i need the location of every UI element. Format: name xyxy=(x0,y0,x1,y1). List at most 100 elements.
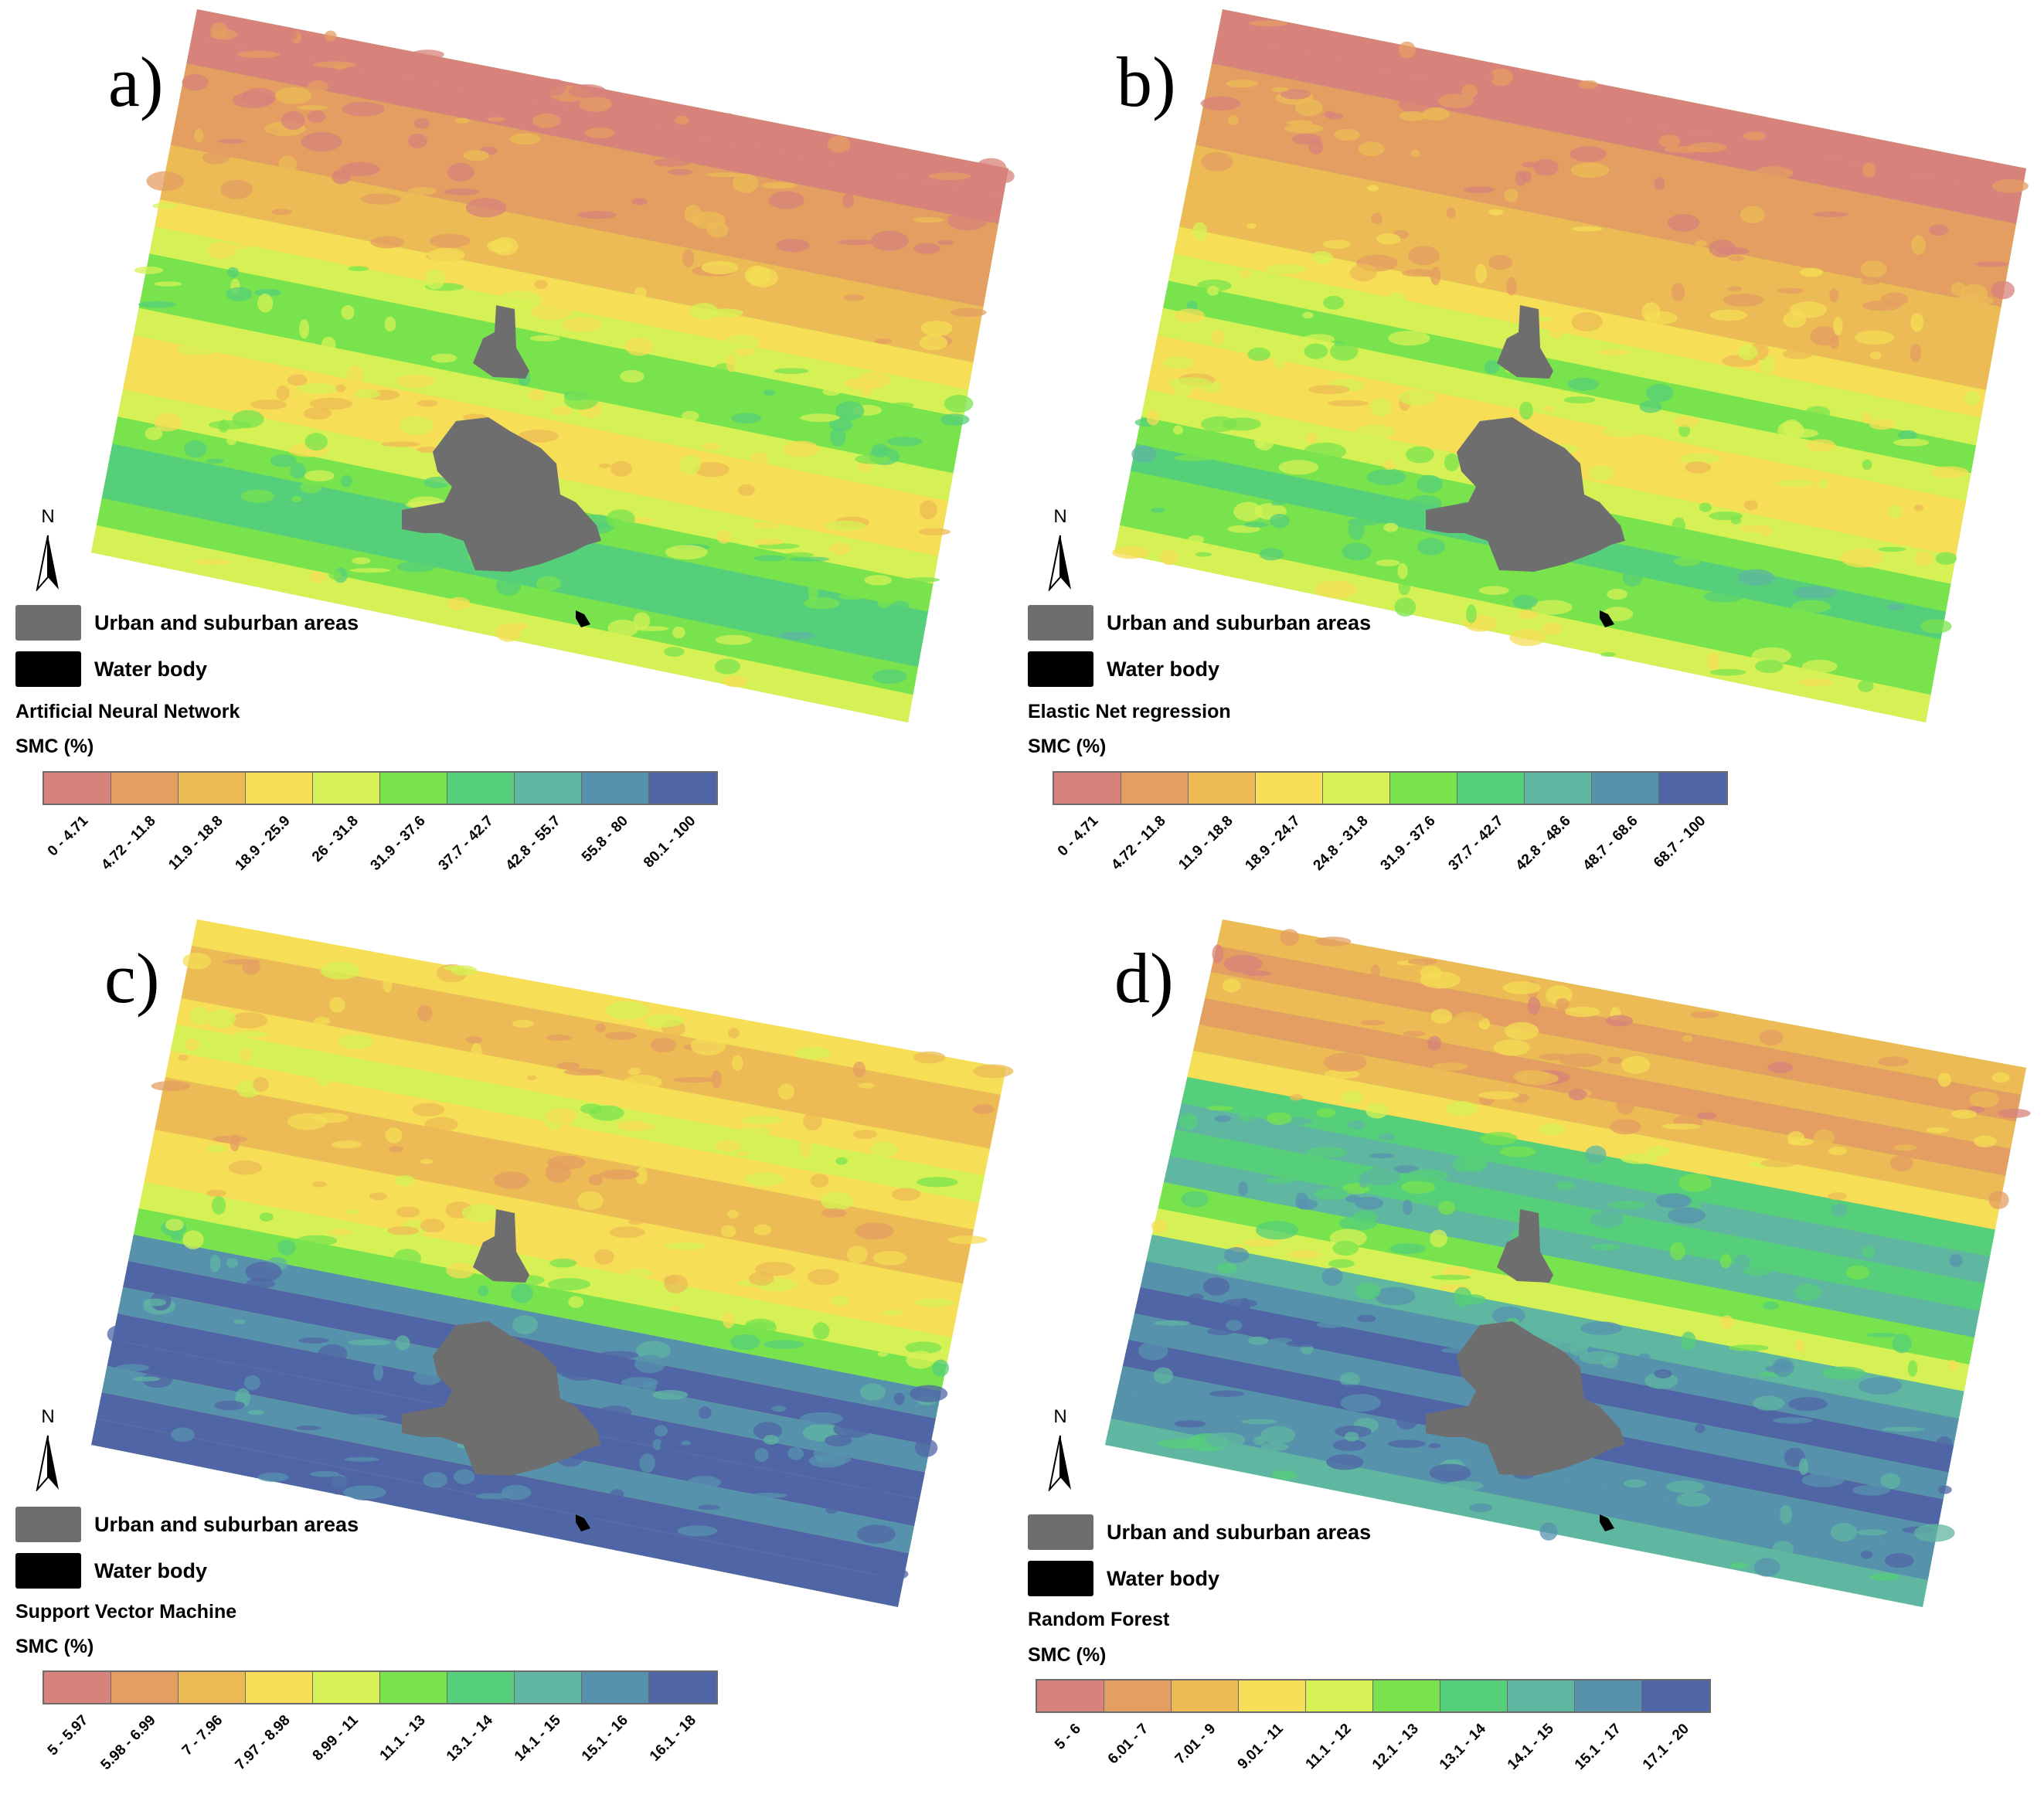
texture-patch xyxy=(1703,590,1744,603)
texture-patch xyxy=(1305,1147,1348,1158)
texture-patch xyxy=(465,1036,483,1044)
texture-patch xyxy=(1175,308,1206,323)
color-ramp xyxy=(43,771,718,805)
texture-patch xyxy=(546,1034,572,1042)
texture-patch xyxy=(693,462,730,477)
texture-patch xyxy=(872,669,907,684)
texture-patch xyxy=(633,612,651,630)
texture-patch xyxy=(348,1339,391,1346)
class-label: 6.01 - 7 xyxy=(1104,1721,1152,1768)
texture-patch xyxy=(672,626,685,639)
texture-patch xyxy=(905,1341,942,1354)
class-label: 26 - 31.8 xyxy=(308,813,362,865)
texture-patch xyxy=(1740,525,1773,533)
texture-patch xyxy=(1504,189,1519,202)
texture-patch xyxy=(599,1169,640,1180)
texture-patch xyxy=(301,132,342,152)
texture-patch xyxy=(1174,1420,1206,1428)
smc-band xyxy=(144,1156,957,1337)
texture-patch xyxy=(1565,1006,1600,1018)
texture-patch xyxy=(1488,209,1504,216)
texture-patch xyxy=(937,240,954,245)
texture-patch xyxy=(1937,1072,1951,1087)
class-label: 14.1 - 15 xyxy=(511,1712,564,1765)
texture-patch xyxy=(328,1229,354,1235)
texture-patch xyxy=(1509,629,1546,647)
texture-patch xyxy=(1376,559,1400,566)
texture-patch xyxy=(664,1275,678,1285)
texture-patch xyxy=(1311,251,1333,264)
texture-patch xyxy=(883,1310,903,1316)
texture-patch xyxy=(423,1472,448,1488)
texture-patch xyxy=(1607,1056,1622,1064)
north-label: N xyxy=(1053,506,1067,527)
texture-patch xyxy=(1678,1174,1712,1192)
north-arrow: N xyxy=(1037,1406,1083,1493)
texture-patch xyxy=(1645,383,1674,403)
texture-patch xyxy=(1430,1008,1453,1024)
texture-patch xyxy=(408,187,437,195)
texture-patch xyxy=(659,1438,677,1456)
texture-patch xyxy=(1326,1454,1364,1470)
texture-patch xyxy=(1260,1443,1289,1451)
texture-patch xyxy=(333,63,347,70)
texture-patch xyxy=(829,417,853,432)
texture-patch xyxy=(913,1051,946,1064)
texture-patch xyxy=(1801,1473,1845,1487)
texture-patch xyxy=(226,1258,238,1268)
texture-patch xyxy=(1675,1454,1687,1466)
texture-patch xyxy=(1935,552,1957,566)
smc-band xyxy=(1193,1025,2006,1203)
ramp-cell xyxy=(179,773,246,804)
texture-patch xyxy=(1243,522,1269,528)
texture-patch xyxy=(852,1061,866,1078)
texture-patch xyxy=(1831,1523,1857,1542)
ramp-cell xyxy=(1575,1681,1642,1711)
class-label: 42.8 - 55.7 xyxy=(502,813,564,875)
texture-patch xyxy=(1772,1541,1794,1558)
texture-patch xyxy=(627,1067,641,1076)
texture-patch xyxy=(1202,1277,1230,1296)
texture-patch xyxy=(145,427,163,440)
texture-patch xyxy=(399,416,434,436)
smc-band xyxy=(149,226,969,418)
texture-patch xyxy=(1858,680,1874,692)
class-label: 7.97 - 8.98 xyxy=(233,1712,294,1774)
texture-patch xyxy=(549,1258,577,1268)
texture-patch xyxy=(635,1167,648,1184)
ramp-cell xyxy=(111,773,179,804)
texture-patch xyxy=(606,509,635,528)
texture-patch xyxy=(396,374,436,388)
texture-patch xyxy=(1430,1229,1447,1248)
texture-patch xyxy=(736,1151,750,1157)
texture-patch xyxy=(1681,1331,1696,1350)
texture-patch xyxy=(1603,426,1642,437)
texture-patch xyxy=(1646,1146,1671,1157)
smc-band xyxy=(165,144,984,335)
texture-patch xyxy=(1671,283,1685,302)
texture-patch xyxy=(914,1438,938,1457)
texture-patch xyxy=(855,1222,894,1240)
texture-patch xyxy=(1644,311,1678,325)
texture-patch xyxy=(355,389,381,399)
north-label: N xyxy=(41,1406,55,1427)
texture-patch xyxy=(1270,87,1289,93)
texture-patch xyxy=(870,1141,897,1157)
texture-patch xyxy=(966,163,994,172)
texture-patch xyxy=(1935,1436,1954,1456)
texture-patch xyxy=(1539,1123,1565,1136)
smc-band xyxy=(1146,1235,1964,1419)
texture-patch xyxy=(1729,1562,1749,1568)
texture-patch xyxy=(1401,269,1437,277)
texture-patch xyxy=(1264,264,1308,274)
texture-patch xyxy=(1760,355,1775,375)
water-body xyxy=(576,1514,590,1531)
texture-patch xyxy=(427,247,465,263)
texture-patch xyxy=(1795,1339,1805,1353)
class-label: 55.8 - 80 xyxy=(579,813,632,865)
texture-patch xyxy=(349,568,391,573)
texture-patch xyxy=(346,1413,388,1419)
class-label: 11.1 - 13 xyxy=(376,1712,429,1765)
texture-patch xyxy=(321,336,336,353)
texture-patch xyxy=(182,953,212,970)
